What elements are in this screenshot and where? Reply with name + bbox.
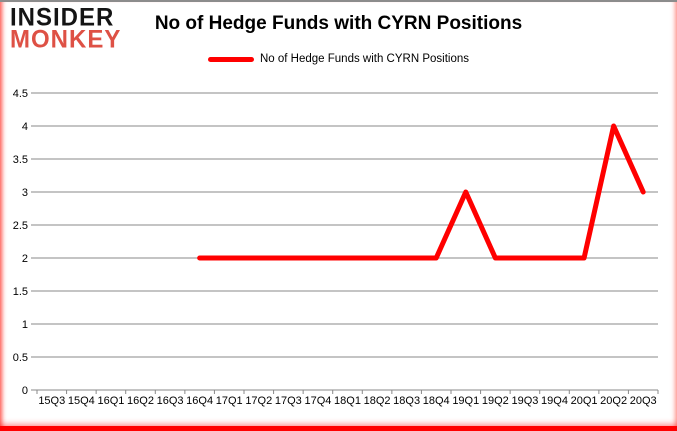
- x-axis-label: 19Q3: [511, 395, 538, 407]
- x-axis-label: 17Q4: [304, 395, 331, 407]
- x-axis-label: 17Q1: [216, 395, 243, 407]
- x-axis-label: 19Q4: [541, 395, 568, 407]
- logo-insider-text: INSIDER: [10, 3, 115, 32]
- chart-legend: No of Hedge Funds with CYRN Positions: [0, 53, 677, 65]
- chart-title: No of Hedge Funds with CYRN Positions: [154, 13, 523, 34]
- y-axis-label: 2: [22, 253, 28, 265]
- x-axis-label: 19Q2: [482, 395, 509, 407]
- x-axis-label: 20Q2: [600, 395, 627, 407]
- x-axis-label: 17Q3: [275, 395, 302, 407]
- x-axis-label: 16Q1: [97, 395, 124, 407]
- y-axis-label: 3: [22, 187, 28, 199]
- x-axis-label: 18Q2: [364, 395, 391, 407]
- x-axis-label: 16Q4: [186, 395, 213, 407]
- x-axis-label: 16Q2: [127, 395, 154, 407]
- x-axis-label: 16Q3: [157, 395, 184, 407]
- y-axis-label: 0.5: [13, 352, 28, 364]
- x-axis-label: 18Q3: [393, 395, 420, 407]
- insider-monkey-logo: INSIDER MONKEY: [10, 3, 122, 54]
- x-axis-label: 15Q4: [68, 395, 95, 407]
- x-axis-label: 18Q4: [423, 395, 450, 407]
- x-axis-label: 20Q3: [630, 395, 657, 407]
- y-axis-label: 2.5: [13, 220, 28, 232]
- x-axis-label: 17Q2: [245, 395, 272, 407]
- legend-label: No of Hedge Funds with CYRN Positions: [259, 53, 469, 65]
- y-axis-label: 0: [22, 385, 28, 397]
- x-axis-label: 15Q3: [38, 395, 65, 407]
- y-axis-label: 1.5: [13, 286, 28, 298]
- logo-monkey-text: MONKEY: [10, 25, 122, 54]
- x-axis-label: 20Q1: [571, 395, 598, 407]
- x-axis-label: 18Q1: [334, 395, 361, 407]
- x-axis-label: 19Q1: [452, 395, 479, 407]
- y-axis-label: 4: [22, 121, 28, 133]
- y-axis-label: 4.5: [13, 88, 28, 100]
- y-axis-label: 3.5: [13, 154, 28, 166]
- series-line: [197, 123, 646, 261]
- legend-line-swatch: [207, 56, 254, 62]
- y-axis-label: 1: [22, 319, 28, 331]
